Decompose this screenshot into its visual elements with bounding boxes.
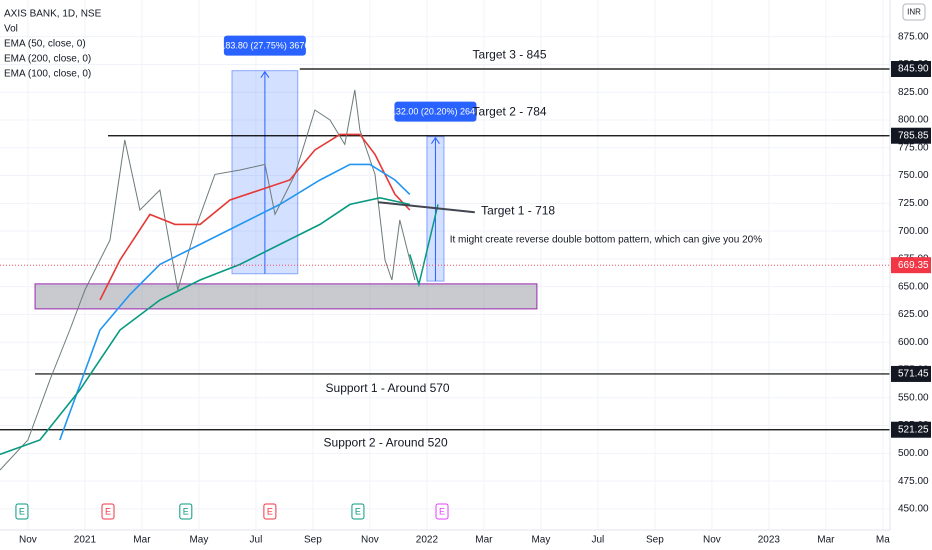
x-tick-label: Jul xyxy=(250,535,263,546)
level-label: 521.25 xyxy=(898,424,929,435)
event-badge xyxy=(179,503,193,520)
x-tick-label: 2021 xyxy=(74,535,97,546)
support-zone xyxy=(34,283,538,310)
x-tick-label: Nov xyxy=(19,535,37,546)
measure-label-box xyxy=(394,101,477,122)
x-tick-label: Sep xyxy=(304,535,322,546)
annotation: Target 2 - 784 xyxy=(473,104,547,118)
last-price-label: 669.35 xyxy=(898,260,929,271)
indicator: Vol xyxy=(4,24,18,35)
event-badge xyxy=(15,503,29,520)
projection-line xyxy=(409,204,439,288)
x-tick-label: 2023 xyxy=(758,535,781,546)
event-label: E xyxy=(183,506,189,516)
y-tick-label: 625.00 xyxy=(898,309,929,320)
x-tick-label: Mar xyxy=(475,535,493,546)
level-label-box xyxy=(891,61,931,77)
series-line xyxy=(99,133,411,301)
y-tick-label: 600.00 xyxy=(898,337,929,348)
x-tick-label: 2022 xyxy=(416,535,439,546)
event-label: E xyxy=(19,506,25,516)
event-badge xyxy=(351,503,365,520)
event-label: E xyxy=(439,506,445,516)
measure-arrow-head xyxy=(260,70,270,78)
chart-title: AXIS BANK, 1D, NSE xyxy=(4,9,102,20)
measure-label: 183.80 (27.75%) 3676 xyxy=(220,41,309,51)
currency[interactable]: INR xyxy=(907,8,921,17)
y-tick-label: 650.00 xyxy=(898,281,929,292)
annotation: Target 1 - 718 xyxy=(481,203,555,217)
y-tick-label: 725.00 xyxy=(898,198,929,209)
last-price-box xyxy=(891,257,931,274)
level-label-box xyxy=(891,127,931,144)
y-tick-label: 550.00 xyxy=(898,392,929,403)
series-line xyxy=(59,163,411,441)
indicator: EMA (200, close, 0) xyxy=(4,54,91,65)
y-tick-label: 450.00 xyxy=(898,504,929,515)
indicator: EMA (100, close, 0) xyxy=(4,69,91,80)
level-label: 785.85 xyxy=(898,130,929,141)
measure-arrow-head xyxy=(431,136,440,144)
level-label: 571.45 xyxy=(898,369,929,380)
y-tick-label: 700.00 xyxy=(898,226,929,237)
y-tick-label: 750.00 xyxy=(898,170,929,181)
y-tick-label: 475.00 xyxy=(898,476,929,487)
event-badge xyxy=(435,503,449,520)
y-tick-label: 500.00 xyxy=(898,448,929,459)
measure-label: 132.00 (20.20%) 2640 xyxy=(391,107,480,117)
target-line xyxy=(377,201,475,214)
y-tick-label: 825.00 xyxy=(898,87,929,98)
x-tick-label: Ma xyxy=(876,535,890,546)
x-tick-label: Mar xyxy=(817,535,835,546)
x-tick-label: Nov xyxy=(703,535,721,546)
x-tick-label: Mar xyxy=(133,535,151,546)
y-tick-label: 775.00 xyxy=(898,142,929,153)
series-line xyxy=(0,89,416,471)
y-tick-label: 875.00 xyxy=(898,31,929,42)
level-label: 845.90 xyxy=(898,64,929,75)
x-tick-label: Sep xyxy=(646,535,664,546)
indicator: EMA (50, close, 0) xyxy=(4,39,86,50)
annotation: It might create reverse double bottom pa… xyxy=(450,235,763,246)
annotation: Support 1 - Around 570 xyxy=(326,381,450,395)
level-label-box xyxy=(891,365,931,382)
annotation: Target 3 - 845 xyxy=(473,48,547,62)
event-label: E xyxy=(267,506,273,516)
x-tick-label: May xyxy=(189,535,208,546)
event-label: E xyxy=(355,506,361,516)
annotation: Support 2 - Around 520 xyxy=(324,436,448,450)
x-tick-label: Nov xyxy=(361,535,379,546)
x-tick-label: Jul xyxy=(591,535,604,546)
currency-badge[interactable] xyxy=(902,3,926,21)
measure-label-box xyxy=(223,35,306,56)
event-badge xyxy=(263,503,277,520)
event-label: E xyxy=(105,506,111,516)
series-line xyxy=(0,196,410,456)
event-badge xyxy=(101,503,115,520)
level-label-box xyxy=(891,421,931,438)
y-tick-label: 800.00 xyxy=(898,115,929,126)
x-tick-label: May xyxy=(531,535,550,546)
